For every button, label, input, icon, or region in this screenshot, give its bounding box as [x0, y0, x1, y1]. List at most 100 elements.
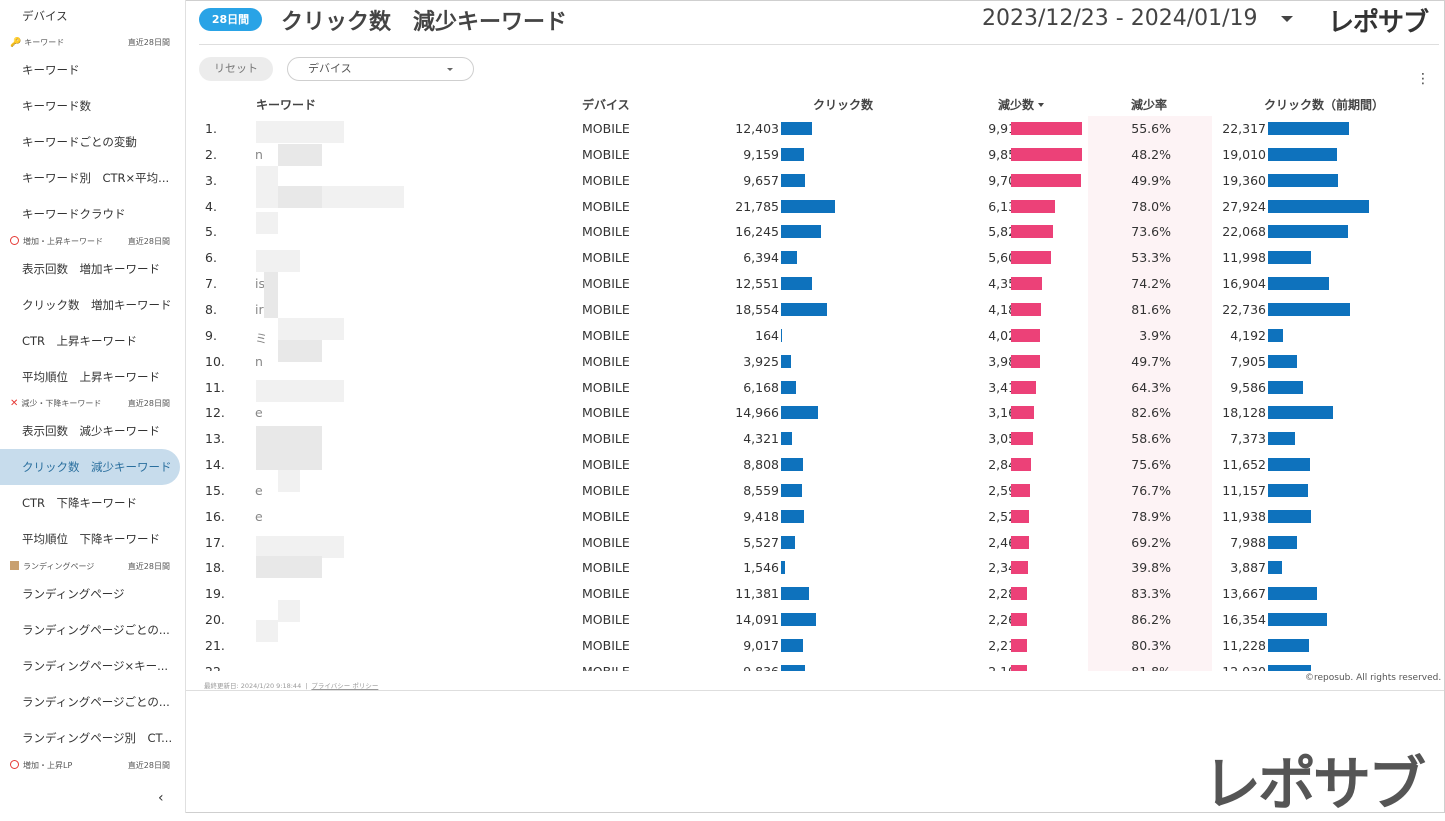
last-updated: 最終更新日: 2024/1/20 9:18:44 [204, 682, 302, 690]
row-device: MOBILE [582, 431, 630, 447]
row-rank: 2. [205, 146, 217, 162]
row-device: MOBILE [582, 198, 630, 214]
table-row[interactable]: 15. e MOBILE 8,559 2,598 76.7% 11,157 [0, 478, 1445, 504]
table-row[interactable]: 10. n MOBILE 3,925 3,980 49.7% 7,905 [0, 349, 1445, 375]
table-row[interactable]: 21. MOBILE 9,017 2,211 80.3% 11,228 [0, 633, 1445, 659]
device-filter-select[interactable]: デバイス [287, 57, 474, 81]
row-rate: 3.9% [1139, 327, 1171, 343]
sidebar-item-keyword[interactable]: キーワード [22, 63, 80, 77]
table-row[interactable]: 16. e MOBILE 9,418 2,520 78.9% 11,938 [0, 504, 1445, 530]
chevron-down-icon [447, 68, 453, 71]
privacy-policy-link[interactable]: プライバシー ポリシー [311, 682, 379, 690]
prev-clicks-bar [1268, 380, 1303, 394]
sidebar-item-landing-change-2[interactable]: ランディングページごとの... [22, 695, 170, 709]
row-keyword[interactable]: is [255, 276, 265, 292]
decrease-bar [1011, 199, 1056, 213]
row-device: MOBILE [582, 353, 630, 369]
table-row[interactable]: 7. is MOBILE 12,551 4,353 74.2% 16,904 [0, 271, 1445, 297]
prev-clicks-bar [1268, 225, 1348, 239]
col-prev-clicks[interactable]: クリック数（前期間） [1264, 98, 1385, 112]
clicks-bar [781, 561, 785, 575]
row-prev-clicks: 7,988 [1230, 534, 1266, 550]
col-rate[interactable]: 減少率 [1131, 98, 1168, 112]
redaction-block [256, 556, 322, 578]
col-clicks[interactable]: クリック数 [813, 98, 874, 112]
row-rate: 69.2% [1131, 534, 1171, 550]
table-row[interactable]: 4. MOBILE 21,785 6,139 78.0% 27,924 [0, 194, 1445, 220]
row-keyword[interactable]: e [255, 482, 263, 498]
sidebar-item-clicks-decrease[interactable]: クリック数 減少キーワード [22, 460, 172, 474]
row-keyword[interactable]: e [255, 405, 263, 421]
clicks-bar [781, 122, 812, 135]
sidebar-item-impressions-increase[interactable]: 表示回数 増加キーワード [22, 262, 160, 276]
sidebar-item-landing-keyword[interactable]: ランディングページ×キー... [22, 659, 169, 673]
table-row[interactable]: 5. MOBILE 16,245 5,823 73.6% 22,068 [0, 219, 1445, 245]
sidebar-item-ctr-rise[interactable]: CTR 上昇キーワード [22, 334, 138, 348]
row-rank: 3. [205, 172, 217, 188]
row-keyword[interactable]: n [255, 353, 263, 369]
collapse-sidebar-icon[interactable]: ‹ [158, 790, 164, 806]
sidebar-item-landing-change[interactable]: ランディングページごとの... [22, 623, 170, 637]
sidebar-item-landing-ctr[interactable]: ランディングページ別 CT... [22, 731, 173, 745]
row-keyword[interactable]: e [255, 508, 263, 524]
table-row[interactable]: 2. n MOBILE 9,159 9,851 48.2% 19,010 [0, 142, 1445, 168]
sidebar-item-keyword-ctr-position[interactable]: キーワード別 CTR×平均... [22, 171, 170, 185]
prev-clicks-bar [1268, 173, 1338, 187]
table-row[interactable]: 14. MOBILE 8,808 2,844 75.6% 11,652 [0, 452, 1445, 478]
row-clicks: 1,546 [743, 560, 779, 576]
reset-button[interactable]: リセット [199, 57, 273, 81]
row-prev-clicks: 11,157 [1222, 482, 1266, 498]
sidebar-item-device[interactable]: デバイス [22, 9, 68, 23]
row-rank: 20. [205, 612, 225, 628]
sidebar-item-clicks-increase[interactable]: クリック数 増加キーワード [22, 298, 172, 312]
row-clicks: 6,168 [743, 379, 779, 395]
sidebar-item-keyword-cloud[interactable]: キーワードクラウド [22, 207, 126, 221]
table-row[interactable]: 19. MOBILE 11,381 2,286 83.3% 13,667 [0, 581, 1445, 607]
clicks-bar [781, 613, 816, 627]
row-clicks: 12,551 [735, 276, 779, 292]
row-rate: 81.8% [1131, 664, 1171, 671]
clicks-bar [781, 328, 782, 342]
table-row[interactable]: 13. MOBILE 4,321 3,052 58.6% 7,373 [0, 426, 1445, 452]
row-rate: 78.9% [1131, 508, 1171, 524]
date-range-picker[interactable]: 2023/12/23 - 2024/01/19 [982, 6, 1258, 31]
sidebar-item-keyword-count[interactable]: キーワード数 [22, 99, 91, 113]
decrease-bar [1011, 277, 1043, 291]
table-row[interactable]: 9. ミ MOBILE 164 4,028 3.9% 4,192 [0, 323, 1445, 349]
chevron-down-icon[interactable] [1281, 16, 1293, 22]
decrease-bar [1011, 587, 1028, 601]
table-row[interactable]: 22. MOBILE 9,836 2,193 81.8% 12,030 [0, 659, 1445, 671]
table-row[interactable]: 17. MOBILE 5,527 2,461 69.2% 7,988 [0, 530, 1445, 556]
redaction-block [256, 212, 278, 234]
row-keyword[interactable]: ir [255, 301, 264, 317]
table-row[interactable]: 18. MOBILE 1,546 2,341 39.8% 3,887 [0, 555, 1445, 581]
sidebar-item-position-rise[interactable]: 平均順位 上昇キーワード [22, 370, 160, 384]
row-keyword[interactable]: n [255, 146, 263, 162]
clicks-bar [781, 483, 803, 497]
row-rank: 10. [205, 353, 225, 369]
table-row[interactable]: 3. MOBILE 9,657 9,703 49.9% 19,360 [0, 168, 1445, 194]
table-row[interactable]: 11. MOBILE 6,168 3,418 64.3% 9,586 [0, 375, 1445, 401]
col-device[interactable]: デバイス [582, 98, 630, 112]
clicks-bar [781, 406, 818, 420]
table-row[interactable]: 8. ir MOBILE 18,554 4,182 81.6% 22,736 [0, 297, 1445, 323]
row-device: MOBILE [582, 172, 630, 188]
table-row[interactable]: 12. e MOBILE 14,966 3,162 82.6% 18,128 [0, 400, 1445, 426]
table-row[interactable]: 20. MOBILE 14,091 2,263 86.2% 16,354 [0, 607, 1445, 633]
sidebar-item-landing-page[interactable]: ランディングページ [22, 587, 125, 601]
decrease-bar [1011, 122, 1083, 135]
sidebar-item-position-fall[interactable]: 平均順位 下降キーワード [22, 532, 160, 546]
cross-icon: ✕ [10, 398, 19, 409]
row-keyword[interactable]: ミ [255, 330, 268, 346]
row-device: MOBILE [582, 301, 630, 317]
col-keyword[interactable]: キーワード [256, 98, 317, 112]
row-clicks: 9,017 [743, 638, 779, 653]
col-decrease[interactable]: 減少数 [998, 96, 1045, 113]
more-options-icon[interactable]: ⋮ [1416, 71, 1430, 87]
sidebar-item-keyword-change[interactable]: キーワードごとの変動 [22, 135, 137, 149]
sidebar-item-impressions-decrease[interactable]: 表示回数 減少キーワード [22, 424, 160, 438]
decrease-bar [1011, 302, 1042, 316]
sidebar-item-ctr-fall[interactable]: CTR 下降キーワード [22, 496, 138, 510]
